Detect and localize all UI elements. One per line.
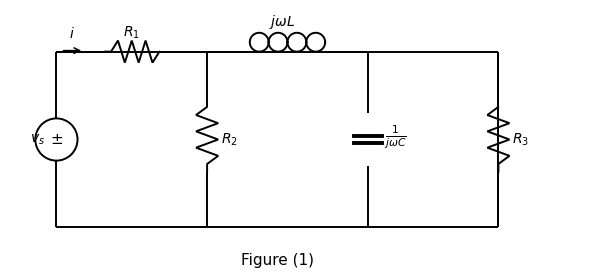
Text: $j\omega L$: $j\omega L$	[270, 13, 296, 30]
Text: $\pm$: $\pm$	[50, 132, 63, 147]
Text: $\frac{1}{j\omega C}$: $\frac{1}{j\omega C}$	[384, 123, 407, 151]
Text: Figure (1): Figure (1)	[241, 253, 314, 267]
Text: $R_3$: $R_3$	[513, 131, 529, 148]
Text: $i$: $i$	[70, 25, 75, 41]
Text: $R_2$: $R_2$	[221, 131, 238, 148]
Text: $R_1$: $R_1$	[123, 24, 140, 41]
Text: $v_s$: $v_s$	[30, 132, 45, 147]
